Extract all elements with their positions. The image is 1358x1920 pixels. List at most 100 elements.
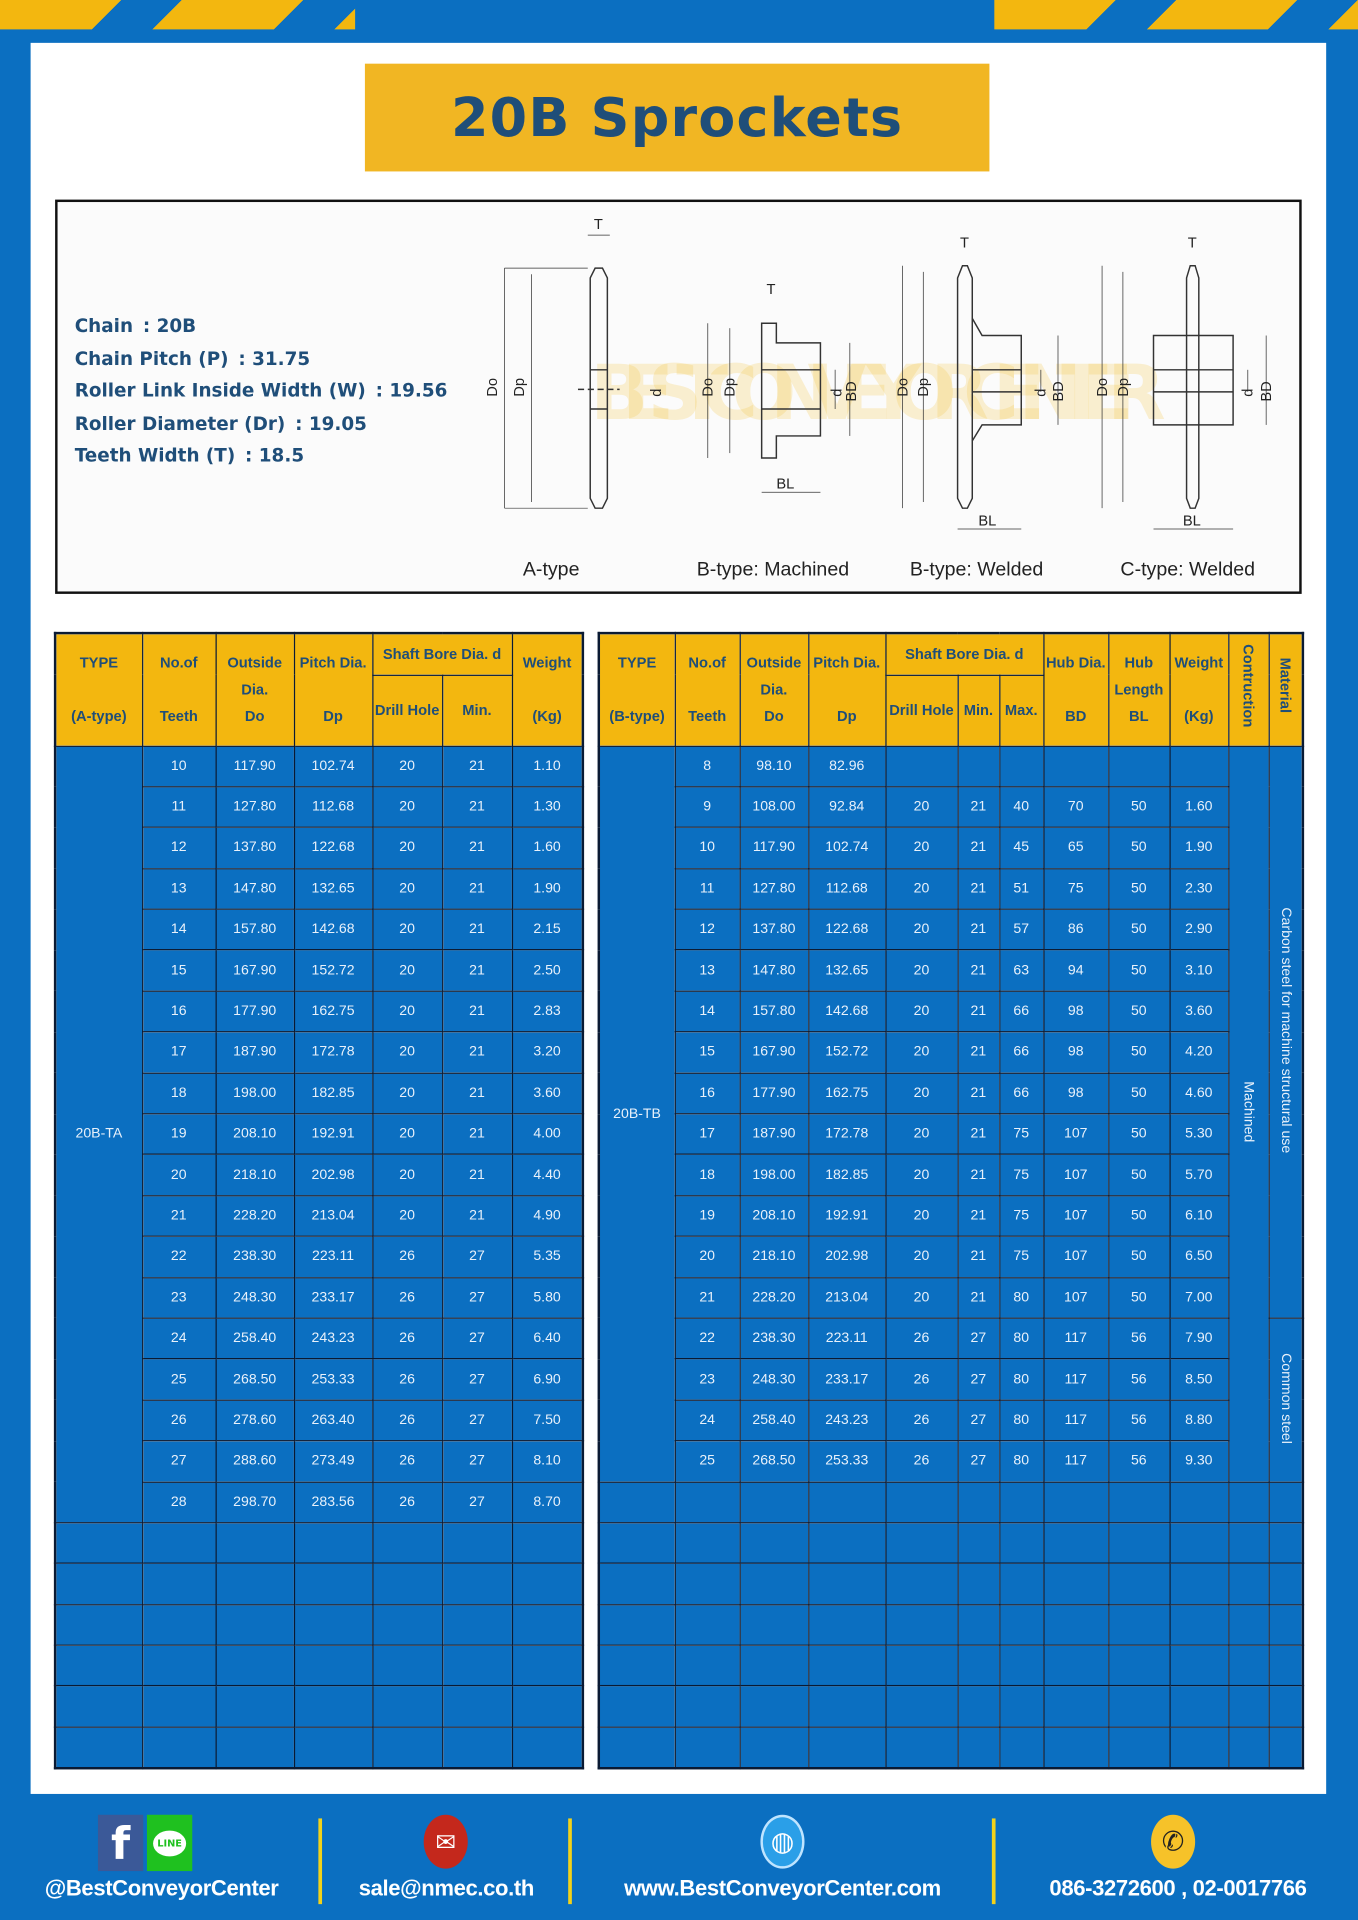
table-row: 23 248.30 233.17 26 27 80 117 56 8.50 [599, 1358, 1303, 1401]
table-cell: 21 [956, 1153, 1000, 1197]
empty-cell [807, 1603, 886, 1646]
empty-cell [998, 1562, 1044, 1606]
table-cell: 16 [674, 1072, 741, 1115]
table-row: 22 238.30 223.11 26 27 5.35 [55, 1235, 584, 1278]
table-row: 12 137.80 122.68 20 21 1.60 [55, 826, 584, 870]
email-icon: ✉ [423, 1814, 468, 1869]
table-cell: 20 [371, 990, 443, 1033]
phone-icon: ✆ [1151, 1814, 1196, 1869]
footer-website[interactable]: ◍ www.BestConveyorCenter.com [585, 1810, 979, 1920]
empty-cell [1227, 1481, 1270, 1524]
spec-label: Teeth Width (T) [74, 444, 236, 467]
table-cell: 117 [1042, 1399, 1109, 1442]
dim-do: Do [701, 378, 717, 397]
table-cell: 17 [141, 1031, 217, 1074]
table-cell: 27 [441, 1276, 513, 1319]
table-cell: 107 [1042, 1235, 1109, 1278]
table-row: 22 238.30 223.11 26 27 80 117 56 7.90 Common stee… [599, 1317, 1304, 1483]
empty-cell [884, 1726, 959, 1769]
table-cell: 152.72 [293, 949, 373, 992]
table-cell: 20 [371, 826, 443, 870]
table-cell: 20 [884, 1153, 959, 1197]
table-cell: 127.80 [214, 786, 295, 829]
table-cell: 192.91 [807, 1194, 886, 1238]
table-cell [956, 745, 1000, 788]
header-type: TYPE (B-type) [598, 632, 676, 747]
empty-cell [674, 1603, 741, 1646]
table-cell: 20 [884, 1031, 959, 1074]
table-cell: 21 [441, 1072, 513, 1115]
table-cell: 2.83 [511, 990, 584, 1033]
empty-cell [1268, 1481, 1304, 1524]
table-cell: 20 [884, 826, 959, 870]
footer-phone[interactable]: ✆ 086-3272600 , 02-0017766 [1007, 1810, 1350, 1920]
empty-cell [1042, 1603, 1109, 1646]
table-cell: 4.60 [1168, 1072, 1229, 1115]
table-cell: 21 [441, 1113, 513, 1156]
empty-cell [441, 1603, 513, 1646]
empty-cell [441, 1521, 513, 1565]
empty-cell [293, 1603, 373, 1646]
table-cell: 70 [1042, 786, 1109, 829]
table-cell: 253.33 [807, 1440, 886, 1483]
empty-cell [441, 1562, 513, 1606]
website-url[interactable]: www.BestConveyorCenter.com [624, 1875, 941, 1901]
empty-cell [807, 1644, 886, 1687]
table-cell: 8 [674, 745, 741, 788]
table-cell: 208.10 [739, 1194, 809, 1238]
table-row: 17 187.90 172.78 20 21 75 107 50 5.30 [599, 1113, 1303, 1156]
table-cell: 27 [956, 1399, 1000, 1442]
table-cell: 50 [1107, 867, 1171, 910]
header-shaft-bore: Shaft Bore Dia. d [884, 632, 1044, 676]
empty-cell [1042, 1644, 1109, 1687]
table-row: 15 167.90 152.72 20 21 66 98 50 4.20 [599, 1031, 1303, 1074]
table-cell: 27 [441, 1399, 513, 1442]
empty-cell [598, 1562, 676, 1606]
table-cell: 117.90 [214, 745, 295, 788]
table-cell: 21 [441, 949, 513, 992]
phone-numbers[interactable]: 086-3272600 , 02-0017766 [1049, 1875, 1307, 1901]
empty-cell [674, 1521, 741, 1565]
table-cell: 63 [998, 949, 1044, 992]
header-type: TYPE (A-type) [54, 632, 143, 747]
empty-cell [956, 1603, 1000, 1646]
empty-cell [674, 1726, 741, 1769]
page-title: 20B Sprockets [450, 86, 904, 149]
table-row: 27 288.60 273.49 26 27 8.10 [55, 1440, 584, 1483]
table-row: 11 127.80 112.68 20 21 51 75 50 2.30 [599, 867, 1303, 910]
table-cell: 20 [371, 1194, 443, 1238]
header-outside-dia: Outside Dia. Do [214, 632, 295, 747]
table-cell: 2.90 [1168, 908, 1229, 951]
header-construction: Contruction [1227, 632, 1270, 747]
table-cell: 4.20 [1168, 1031, 1229, 1074]
empty-cell [441, 1685, 513, 1728]
table-cell: 288.60 [214, 1440, 295, 1483]
empty-cell [141, 1644, 217, 1687]
table-cell: 82.96 [807, 745, 886, 788]
table-cell: 9 [674, 786, 741, 829]
empty-cell [141, 1521, 217, 1565]
empty-cell [884, 1644, 959, 1687]
social-handle[interactable]: @BestConveyorCenter [44, 1875, 279, 1901]
table-cell: 177.90 [214, 990, 295, 1033]
empty-cell [1107, 1521, 1171, 1565]
footer-social[interactable]: f LINE @BestConveyorCenter [20, 1810, 304, 1920]
empty-cell [884, 1685, 959, 1728]
table-cell: 202.98 [807, 1235, 886, 1278]
facebook-icon[interactable]: f [97, 1814, 144, 1872]
empty-row [54, 1644, 584, 1687]
table-row: 11 127.80 112.68 20 21 1.30 [55, 786, 584, 829]
table-cell: 27 [956, 1358, 1000, 1401]
footer-email[interactable]: ✉ sale@nmec.co.th [333, 1810, 560, 1920]
table-cell: 11 [141, 786, 217, 829]
line-icon[interactable]: LINE [146, 1814, 193, 1872]
table-cell: 172.78 [807, 1113, 886, 1156]
empty-cell [371, 1562, 443, 1606]
dim-bl: BL [776, 477, 794, 493]
table-cell: 27 [956, 1440, 1000, 1483]
table-row: 13 147.80 132.65 20 21 63 94 50 3.10 [599, 949, 1303, 992]
table-cell: 80 [998, 1440, 1044, 1483]
email-address[interactable]: sale@nmec.co.th [358, 1875, 535, 1901]
table-cell: 98.10 [739, 745, 809, 788]
table-cell: 8.50 [1168, 1358, 1229, 1401]
